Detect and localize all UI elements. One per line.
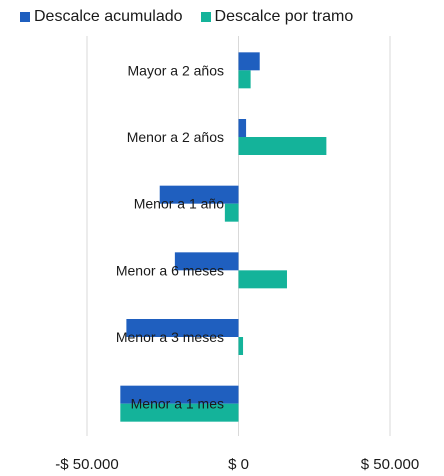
legend-item-tramo: Descalce por tramo bbox=[200, 8, 354, 26]
bar-acumulado-4 bbox=[126, 319, 239, 337]
legend-swatch-tramo bbox=[200, 12, 211, 22]
x-tick-label-0: -$ 50.000 bbox=[55, 456, 118, 473]
bar-acumulado-5 bbox=[120, 385, 239, 404]
bar-tramo-3 bbox=[238, 270, 287, 289]
category-label-0: Mayor a 2 años bbox=[128, 62, 225, 78]
category-label-5: Menor a 1 mes bbox=[131, 396, 224, 412]
bar-acumulado-2 bbox=[159, 185, 239, 204]
bar-tramo-5 bbox=[120, 403, 239, 422]
bar-acumulado-0 bbox=[238, 52, 260, 71]
category-label-3: Menor a 6 meses bbox=[116, 262, 224, 278]
bar-acumulado-3 bbox=[174, 252, 239, 271]
bar-tramo-1 bbox=[238, 137, 327, 155]
x-tick-label-1: $ 0 bbox=[228, 456, 249, 473]
x-tick-label-2: $ 50.000 bbox=[361, 456, 419, 473]
category-label-2: Menor a 1 año bbox=[134, 196, 224, 212]
bar-acumulado-1 bbox=[238, 119, 247, 137]
chart-legend: Descalce acumulado Descalce por tramo bbox=[20, 8, 353, 26]
category-label-1: Menor a 2 años bbox=[127, 129, 224, 145]
legend-label-tramo: Descalce por tramo bbox=[214, 8, 354, 25]
category-label-4: Menor a 3 meses bbox=[116, 329, 224, 345]
legend-label-acumulado: Descalce acumulado bbox=[34, 8, 183, 25]
bar-tramo-0 bbox=[238, 70, 251, 89]
legend-item-acumulado: Descalce acumulado bbox=[20, 8, 183, 26]
bar-tramo-4 bbox=[238, 337, 244, 355]
bar-tramo-2 bbox=[224, 203, 239, 222]
legend-swatch-acumulado bbox=[20, 12, 30, 22]
